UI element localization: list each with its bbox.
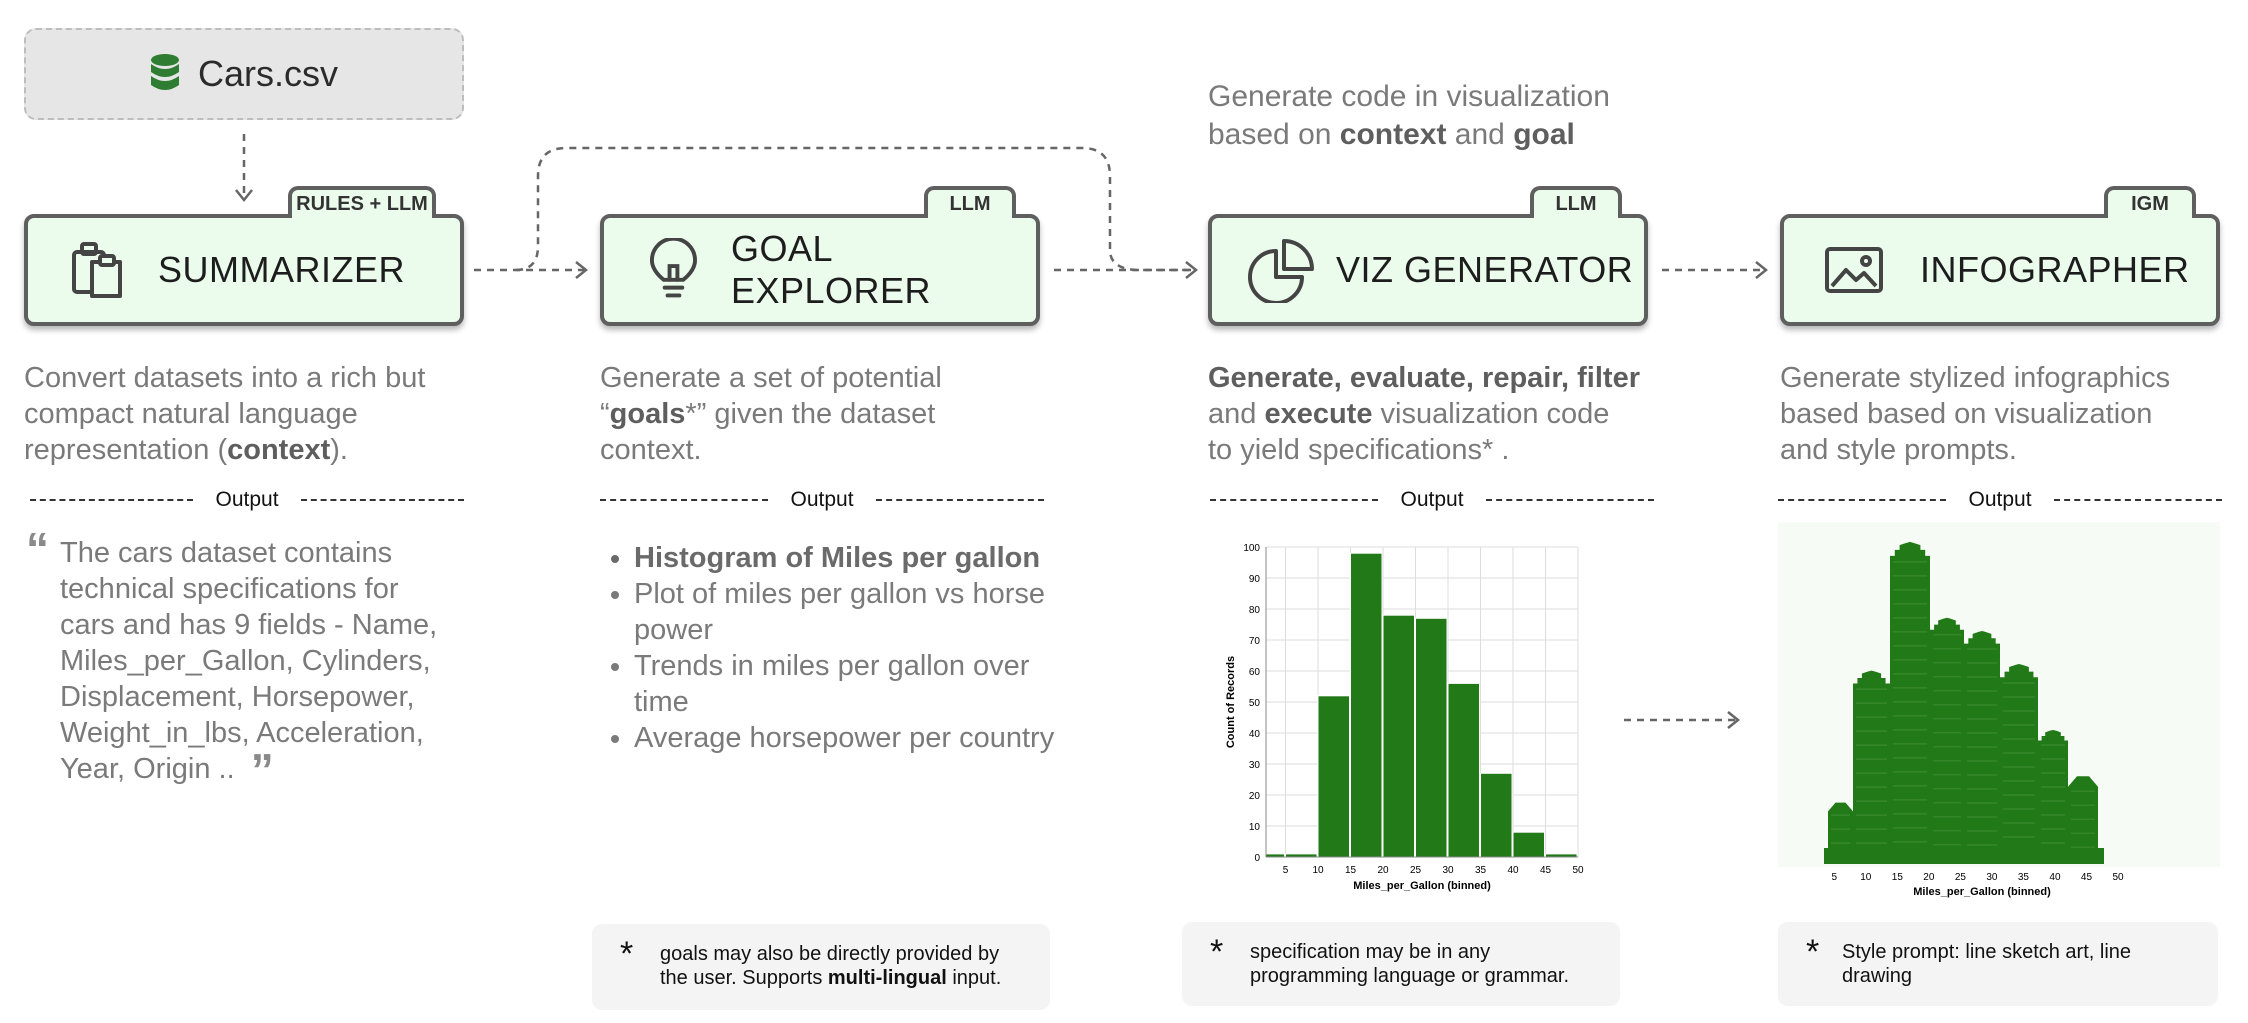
y-tick-label: 50 [1249, 698, 1261, 709]
stage-summarizer[interactable]: SUMMARIZER [24, 214, 464, 326]
x-tick-label: 15 [1892, 872, 1904, 883]
stage-title: INFOGRAPHER [1920, 249, 2190, 290]
output-divider: Output [30, 485, 465, 515]
x-tick-label: 15 [1345, 865, 1357, 876]
x-tick-label: 45 [1540, 865, 1552, 876]
x-axis-label: Miles_per_Gallon (binned) [1353, 880, 1491, 892]
x-tick-label: 50 [2112, 872, 2124, 883]
histogram-bar [1317, 695, 1350, 858]
y-tick-label: 30 [1249, 760, 1261, 771]
histogram-bar [1415, 617, 1448, 858]
stage-title: GOAL EXPLORER [730, 228, 932, 311]
y-axis-label: Count of Records [1225, 656, 1237, 748]
x-tick-label: 10 [1860, 872, 1872, 883]
infographic-image: 5 10 15 20 25 30 35 40 45 50 Miles_per_Gallon (bin… [1778, 522, 2220, 898]
histogram-bar [1382, 614, 1415, 858]
summarizer-description: Convert datasets into a rich but compact… [24, 362, 426, 466]
infographic-base [1824, 848, 2104, 864]
x-tick-label: 20 [1377, 865, 1389, 876]
goal-footnote: * goals may also be directly provided by… [592, 924, 1050, 1010]
goal-item[interactable]: Plot of miles per gallon vs horse power [634, 576, 1064, 648]
stage-viz-generator[interactable]: VIZ GENERATOR [1208, 214, 1648, 326]
x-tick-label: 20 [1923, 872, 1935, 883]
stage-infographer[interactable]: INFOGRAPHER [1780, 214, 2220, 326]
stage-tag-goal: LLM [924, 186, 1016, 218]
source-file-name: Cars.csv [197, 53, 338, 94]
x-tick-label: 5 [1283, 865, 1289, 876]
open-quote-mark: “ [26, 523, 49, 575]
output-divider: Output [1778, 485, 2223, 515]
y-tick-label: 90 [1249, 574, 1261, 585]
summary-output: The cars dataset contains technical spec… [60, 537, 438, 796]
stage-tag-info: IGM [2104, 186, 2196, 218]
goal-description: Generate a set of potential “goals*” giv… [600, 362, 942, 466]
x-tick-label: 40 [1507, 865, 1519, 876]
x-tick-label: 35 [1475, 865, 1487, 876]
output-divider: Output [1210, 485, 1655, 515]
viz-footnote: * specification may be in any programmin… [1182, 922, 1620, 1006]
y-tick-label: 0 [1254, 853, 1260, 864]
goal-item[interactable]: Average horsepower per country [634, 720, 1064, 756]
clipboard-icon [72, 242, 122, 298]
info-description: Generate stylized infographics based bas… [1780, 362, 2171, 466]
x-tick-label: 25 [1955, 872, 1967, 883]
histogram-bar [1350, 552, 1383, 858]
x-tick-label: 10 [1312, 865, 1324, 876]
x-tick-label: 35 [2018, 872, 2030, 883]
infographic-tower [1828, 802, 1853, 862]
goal-item[interactable]: Trends in miles per gallon over time [634, 648, 1064, 720]
x-tick-label: 30 [1442, 865, 1454, 876]
stage-title: VIZ GENERATOR [1336, 249, 1634, 290]
stage-title: SUMMARIZER [158, 249, 405, 290]
y-tick-label: 80 [1249, 605, 1261, 616]
x-tick-label: 45 [2081, 872, 2093, 883]
x-axis-label: Miles_per_Gallon (binned) [1913, 886, 2051, 898]
viz-description: Generate, evaluate, repair, filter and e… [1208, 362, 1640, 466]
x-tick-label: 40 [2049, 872, 2061, 883]
stage-goal-explorer[interactable]: GOAL EXPLORER [600, 214, 1040, 326]
image-icon [1825, 247, 1883, 293]
source-file-box[interactable]: Cars.csv [24, 28, 464, 120]
lightbulb-icon [649, 238, 697, 298]
x-tick-label: 50 [1572, 865, 1584, 876]
stage-tag-viz: LLM [1530, 186, 1622, 218]
histogram-chart: 0 10 20 30 40 50 60 70 80 90 100 5 10 15 20 25 30 35 40 45 5… [1225, 543, 1584, 892]
y-tick-label: 70 [1249, 636, 1261, 647]
infographic-tower [1930, 617, 1964, 862]
goal-item[interactable]: Histogram of Miles per gallon [634, 540, 1064, 576]
info-footnote: * Style prompt: line sketch art, line dr… [1778, 922, 2218, 1006]
x-tick-label: 30 [1986, 872, 1998, 883]
pie-chart-icon [1248, 239, 1314, 303]
y-tick-label: 60 [1249, 667, 1261, 678]
histogram-bar [1447, 682, 1480, 858]
database-icon [150, 54, 179, 90]
output-divider: Output [600, 485, 1045, 515]
x-tick-label: 5 [1832, 872, 1838, 883]
stage-tag-summarizer: RULES + LLM [288, 186, 436, 218]
histogram-bar [1512, 831, 1545, 858]
infographic-tower [2000, 664, 2038, 862]
histogram-bar [1480, 772, 1513, 858]
viz-context-note: Generate code in visualization based on … [1208, 80, 1610, 151]
infographic-tower [1853, 670, 1890, 862]
close-quote-mark: ” [250, 744, 274, 796]
x-tick-label: 25 [1410, 865, 1422, 876]
context-loop-arrow [515, 146, 1194, 272]
y-tick-label: 10 [1249, 822, 1261, 833]
y-tick-label: 20 [1249, 791, 1261, 802]
infographic-tower [2038, 730, 2068, 862]
y-tick-label: 40 [1249, 729, 1261, 740]
goals-list: Histogram of Miles per gallon Plot of mi… [600, 540, 1064, 756]
y-tick-label: 100 [1243, 543, 1260, 554]
